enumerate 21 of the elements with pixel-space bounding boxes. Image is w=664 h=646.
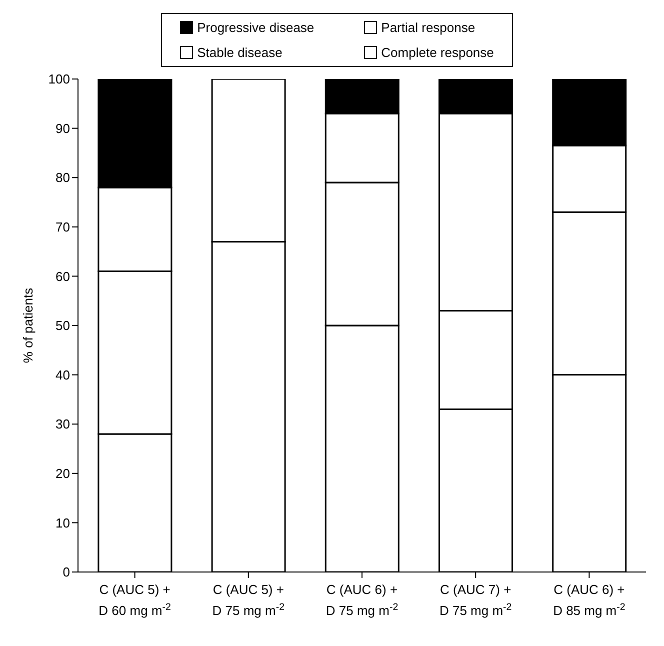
y-axis-title: % of patients — [20, 287, 36, 364]
x-tick-label: C (AUC 7) + D 75 mg m$^{-2}$ — [439, 582, 512, 618]
y-tick-label: 10 — [56, 515, 70, 530]
x-tick-label: C (AUC 5) + D 60 mg m$^{-2}$ — [98, 582, 171, 618]
y-tick-label: 50 — [56, 318, 70, 334]
legend-label: Stable disease — [197, 45, 282, 60]
y-tick-label: 20 — [56, 466, 70, 482]
y-tick-label: 80 — [56, 170, 70, 186]
y-tick-label: 30 — [56, 416, 70, 432]
x-tick-label: C (AUC 5) + D 75 mg m$^{-2}$ — [212, 582, 285, 618]
x-tick-label: C (AUC 6) + D 85 mg m$^{-2}$ — [553, 582, 626, 618]
y-tick-label: 40 — [56, 367, 70, 382]
y-tick-label: 90 — [56, 120, 70, 136]
legend-label: Complete response — [381, 45, 494, 60]
y-tick-label: 100 — [48, 72, 70, 87]
x-tick-label: C (AUC 6) + D 75 mg m$^{-2}$ — [326, 582, 398, 618]
y-tick-label: 70 — [56, 220, 70, 235]
legend-label: Progressive disease — [197, 20, 314, 35]
legend-label: Partial response — [381, 20, 476, 35]
y-tick-label: 0 — [62, 564, 70, 580]
y-tick-label: 60 — [56, 268, 70, 284]
